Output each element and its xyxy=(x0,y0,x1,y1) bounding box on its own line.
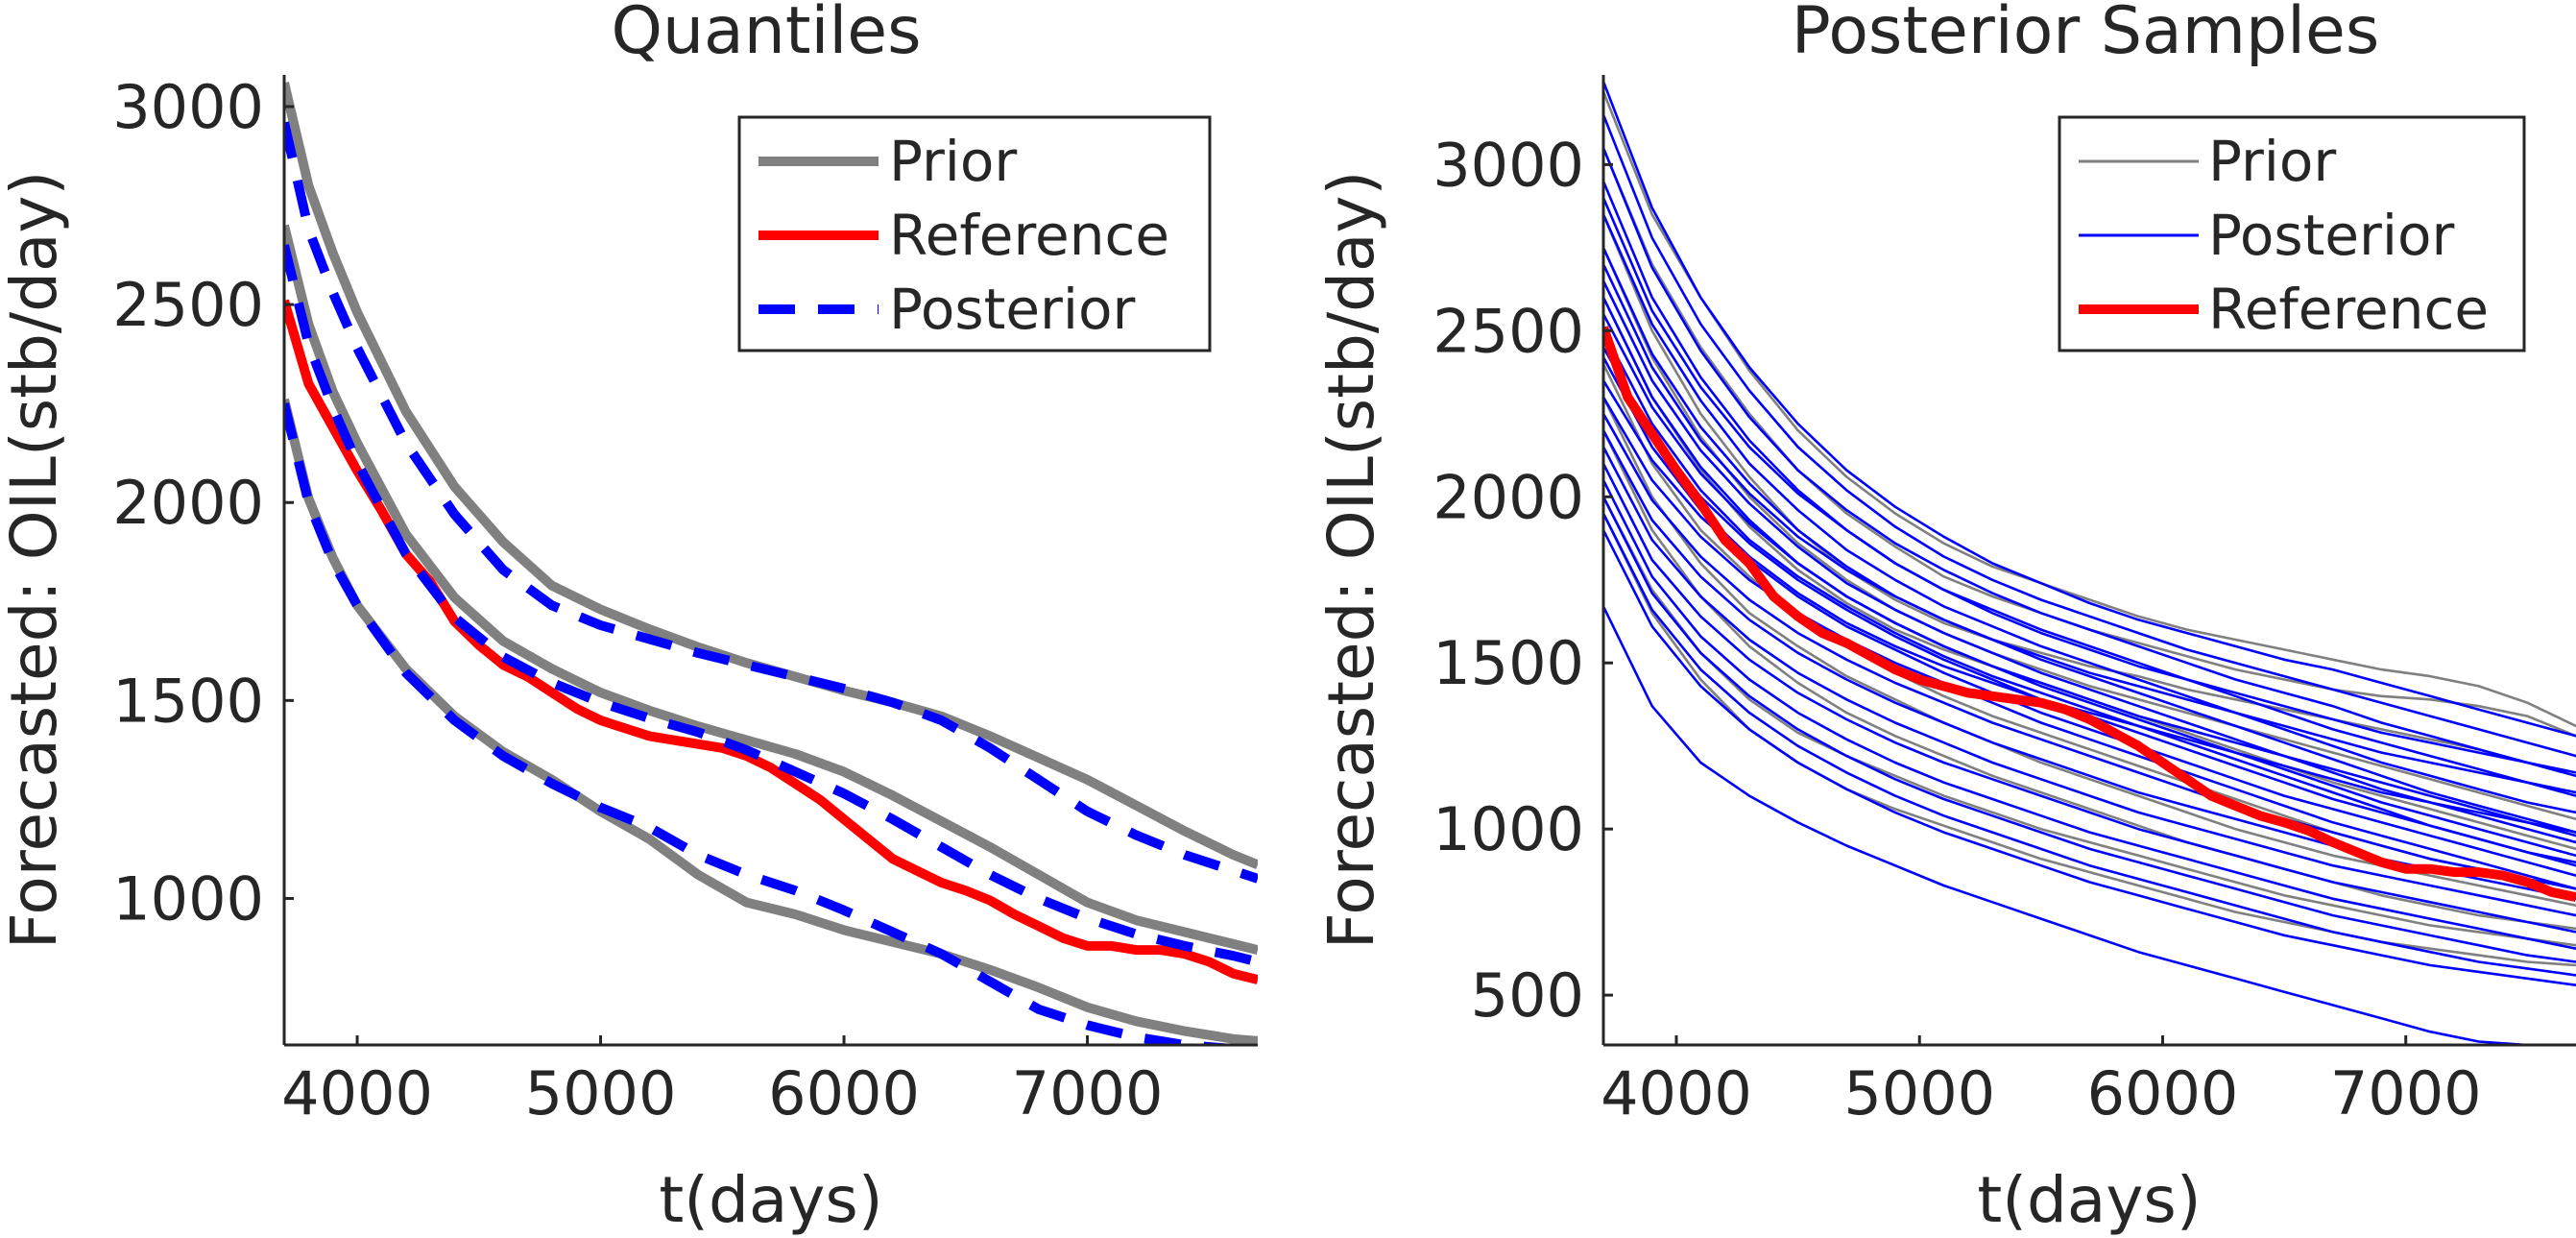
series-line-prior xyxy=(284,224,1258,955)
series-line-posterior xyxy=(1603,213,2576,814)
plot-area xyxy=(1603,80,2576,1045)
legend-label-reference: Reference xyxy=(2208,277,2489,342)
series-line-posterior xyxy=(1603,312,2576,858)
series-line-posterior xyxy=(1603,605,2576,1045)
series-line-prior xyxy=(1603,246,2576,821)
x-tick-label: 5000 xyxy=(1843,1058,1995,1129)
series-line-prior xyxy=(1603,296,2576,851)
y-tick-label: 3000 xyxy=(1432,130,1584,200)
series-line-posterior xyxy=(1603,328,2576,864)
y-tick-label: 2500 xyxy=(112,270,264,340)
y-tick-label: 1000 xyxy=(112,863,264,934)
series-line-posterior xyxy=(1603,113,2576,758)
y-tick-label: 2500 xyxy=(1432,296,1584,366)
series-line-posterior xyxy=(1603,528,2576,986)
series-line-posterior xyxy=(1603,378,2576,877)
series-line-posterior xyxy=(1603,262,2576,794)
y-tick-label: 2000 xyxy=(1432,462,1584,532)
series-line-posterior xyxy=(1603,146,2576,778)
series-line-posterior xyxy=(1603,296,2576,837)
series-lines xyxy=(284,82,1258,1045)
y-tick-label: 1000 xyxy=(1432,794,1584,864)
chart-title: Posterior Samples xyxy=(1792,0,2380,69)
series-line-posterior xyxy=(1603,80,2576,738)
y-tick-label: 3000 xyxy=(112,72,264,142)
series-line-prior xyxy=(1603,396,2576,908)
x-tick-label: 7000 xyxy=(1012,1058,1164,1129)
x-tick-label: 6000 xyxy=(768,1058,920,1129)
x-tick-label: 5000 xyxy=(525,1058,677,1129)
x-tick-label: 4000 xyxy=(1601,1058,1752,1129)
y-tick-labels: 1000 1500 2000 2500 3000 xyxy=(112,72,294,934)
y-tick-label: 2000 xyxy=(112,468,264,538)
legend-label-prior: Prior xyxy=(889,129,1017,194)
x-tick-labels: 4000 5000 6000 7000 xyxy=(1601,1035,2482,1129)
series-line-posterior xyxy=(1603,246,2576,834)
x-axis-label: t(days) xyxy=(1977,1163,2201,1237)
x-axis-label: t(days) xyxy=(659,1163,882,1237)
series-lines xyxy=(1603,80,2576,1045)
series-line-posterior xyxy=(1603,180,2576,797)
series-line-posterior xyxy=(284,402,1244,1045)
y-tick-label: 1500 xyxy=(1432,628,1584,698)
series-line-posterior xyxy=(284,244,1258,967)
legend-label-posterior: Posterior xyxy=(889,277,1135,342)
x-tick-label: 4000 xyxy=(281,1058,433,1129)
series-line-posterior xyxy=(1603,446,2576,917)
quantiles-chart: Quantiles 4000 5000 6000 7000 1000 1500 2000 2… xyxy=(0,0,1258,1237)
y-tick-labels: 500 1000 1500 2000 2500 3000 xyxy=(1432,130,1613,1031)
legend-label-reference: Reference xyxy=(889,203,1169,268)
series-line-posterior xyxy=(1603,478,2576,951)
legend-label-posterior: Posterior xyxy=(2208,203,2454,268)
series-line-posterior xyxy=(1603,412,2576,890)
series-line-posterior xyxy=(1603,495,2576,963)
series-line-prior xyxy=(1603,213,2576,778)
y-tick-label: 1500 xyxy=(112,666,264,736)
legend-label-prior: Prior xyxy=(2208,129,2336,194)
series-line-posterior xyxy=(1603,355,2576,834)
x-tick-labels: 4000 5000 6000 7000 xyxy=(281,1035,1163,1129)
series-line-posterior xyxy=(1603,346,2576,867)
series-line-prior xyxy=(1603,90,2576,728)
series-line-posterior xyxy=(1603,462,2576,934)
series-line-posterior xyxy=(1603,428,2576,901)
legend: Prior Posterior Reference xyxy=(2058,115,2526,352)
series-line-posterior xyxy=(1603,196,2576,774)
plot-area xyxy=(284,82,1258,1045)
chart-title: Quantiles xyxy=(611,0,921,69)
series-line-reference xyxy=(1603,326,2576,902)
series-line-prior xyxy=(1603,495,2576,947)
series-line-reference xyxy=(284,299,1258,984)
series-line-prior xyxy=(284,82,1258,870)
x-tick-label: 7000 xyxy=(2330,1058,2482,1129)
series-line-posterior xyxy=(284,121,1258,884)
legend: Prior Reference Posterior xyxy=(737,115,1212,352)
series-line-prior xyxy=(1603,428,2576,931)
x-tick-label: 6000 xyxy=(2087,1058,2239,1129)
y-axis-label: Forecasted: OIL(stb/day) xyxy=(0,171,71,949)
y-tick-label: 500 xyxy=(1471,960,1584,1031)
y-axis-label: Forecasted: OIL(stb/day) xyxy=(1314,171,1388,949)
posterior-samples-chart: Posterior Samples 4000 5000 6000 7000 500 10… xyxy=(1314,0,2576,1237)
series-line-posterior xyxy=(1603,512,2576,977)
